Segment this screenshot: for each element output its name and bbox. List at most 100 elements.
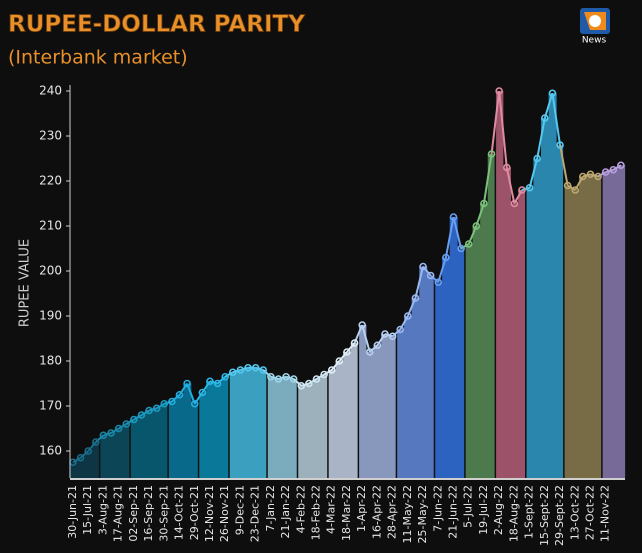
area-bar <box>594 176 603 478</box>
line-segment <box>384 333 393 338</box>
area-bar <box>426 275 435 478</box>
line-segment <box>232 369 241 374</box>
data-point <box>533 154 542 163</box>
x-tick-label: 17-Aug-21 <box>112 485 125 542</box>
x-tick-label: 1-Apr-22 <box>355 485 368 532</box>
line-segment <box>551 93 562 146</box>
data-point <box>510 199 519 208</box>
data-point <box>305 379 313 388</box>
area-bar <box>122 424 131 478</box>
x-tick-label: 5-Jul-22 <box>462 485 475 528</box>
data-point <box>327 366 336 374</box>
line-segment <box>536 117 546 159</box>
area-bar <box>457 248 466 478</box>
line-segment <box>209 380 218 385</box>
line-segment <box>103 432 112 437</box>
data-point <box>601 168 610 176</box>
area-bar <box>434 282 443 478</box>
area-bar <box>69 462 78 478</box>
area-bar <box>525 187 534 478</box>
line-segment <box>148 407 157 412</box>
line-segment <box>316 373 325 380</box>
line-segment <box>376 333 386 346</box>
data-point <box>183 379 191 388</box>
area-bar <box>305 383 314 478</box>
data-point <box>206 377 214 386</box>
line-segment <box>475 203 485 227</box>
data-point <box>251 363 260 372</box>
line-segment <box>140 409 150 416</box>
data-point <box>502 163 511 172</box>
data-point <box>259 366 268 374</box>
data-point <box>449 213 458 221</box>
data-point <box>152 404 161 413</box>
line-segment <box>338 351 348 362</box>
data-point <box>343 348 351 356</box>
data-point <box>594 172 602 181</box>
data-point <box>609 165 618 174</box>
y-tick-label: 180 <box>39 354 62 368</box>
area-bar <box>335 361 344 478</box>
area-bar <box>282 376 291 478</box>
data-point <box>289 375 298 383</box>
line-segment <box>224 371 234 378</box>
line-segment <box>193 391 204 405</box>
line-segment <box>605 168 614 173</box>
line-segment <box>414 266 425 299</box>
line-segment <box>597 171 607 178</box>
line-segment <box>559 144 569 186</box>
area-bar <box>130 419 139 478</box>
line-segment <box>422 265 432 277</box>
line-segment <box>323 369 333 376</box>
area-bar <box>152 408 161 478</box>
area-bar <box>358 325 367 478</box>
line-segment <box>79 450 89 459</box>
data-point <box>563 181 572 190</box>
area-bar <box>274 379 283 478</box>
data-point <box>586 170 595 179</box>
line-segment <box>285 375 294 380</box>
area-bar <box>350 343 359 478</box>
area-bar <box>548 93 557 478</box>
logo-text: News <box>582 36 607 46</box>
data-point <box>122 420 131 428</box>
area-bar <box>472 226 481 478</box>
line-segment <box>361 324 371 353</box>
area-bar <box>419 266 428 478</box>
x-tick-label: 19-Jul-22 <box>477 485 490 535</box>
line-segment <box>164 400 173 405</box>
line-segment <box>270 375 279 380</box>
data-point <box>175 390 184 399</box>
area-bar <box>145 410 154 478</box>
area-bar <box>480 203 489 478</box>
area-bar <box>99 435 108 478</box>
data-point <box>92 438 100 446</box>
area-bar <box>617 165 626 478</box>
data-point <box>168 397 176 406</box>
x-tick-label: 27-Oct-22 <box>583 485 596 540</box>
data-point <box>480 199 488 208</box>
data-point <box>312 375 321 383</box>
line-segment <box>262 369 272 378</box>
line-segment <box>118 423 127 430</box>
area-bar <box>289 379 298 478</box>
line-segment <box>498 90 508 168</box>
data-point <box>274 375 283 383</box>
area-bar <box>327 370 336 478</box>
y-tick-label: 240 <box>39 84 62 98</box>
data-point <box>107 429 115 437</box>
data-point <box>358 321 366 329</box>
x-tick-label: 4-Mar-22 <box>325 485 338 534</box>
x-tick-label: 18-Mar-22 <box>340 485 353 541</box>
area-bar <box>320 374 329 478</box>
area-bar <box>411 298 420 478</box>
area-bar <box>510 203 519 478</box>
area-bar <box>586 174 595 478</box>
area-bar <box>404 316 413 478</box>
area-bar <box>236 370 245 478</box>
line-segment <box>133 414 142 421</box>
area-bar <box>312 379 321 478</box>
area-bar <box>221 376 230 478</box>
line-segment <box>201 380 211 394</box>
line-segment <box>452 216 463 249</box>
